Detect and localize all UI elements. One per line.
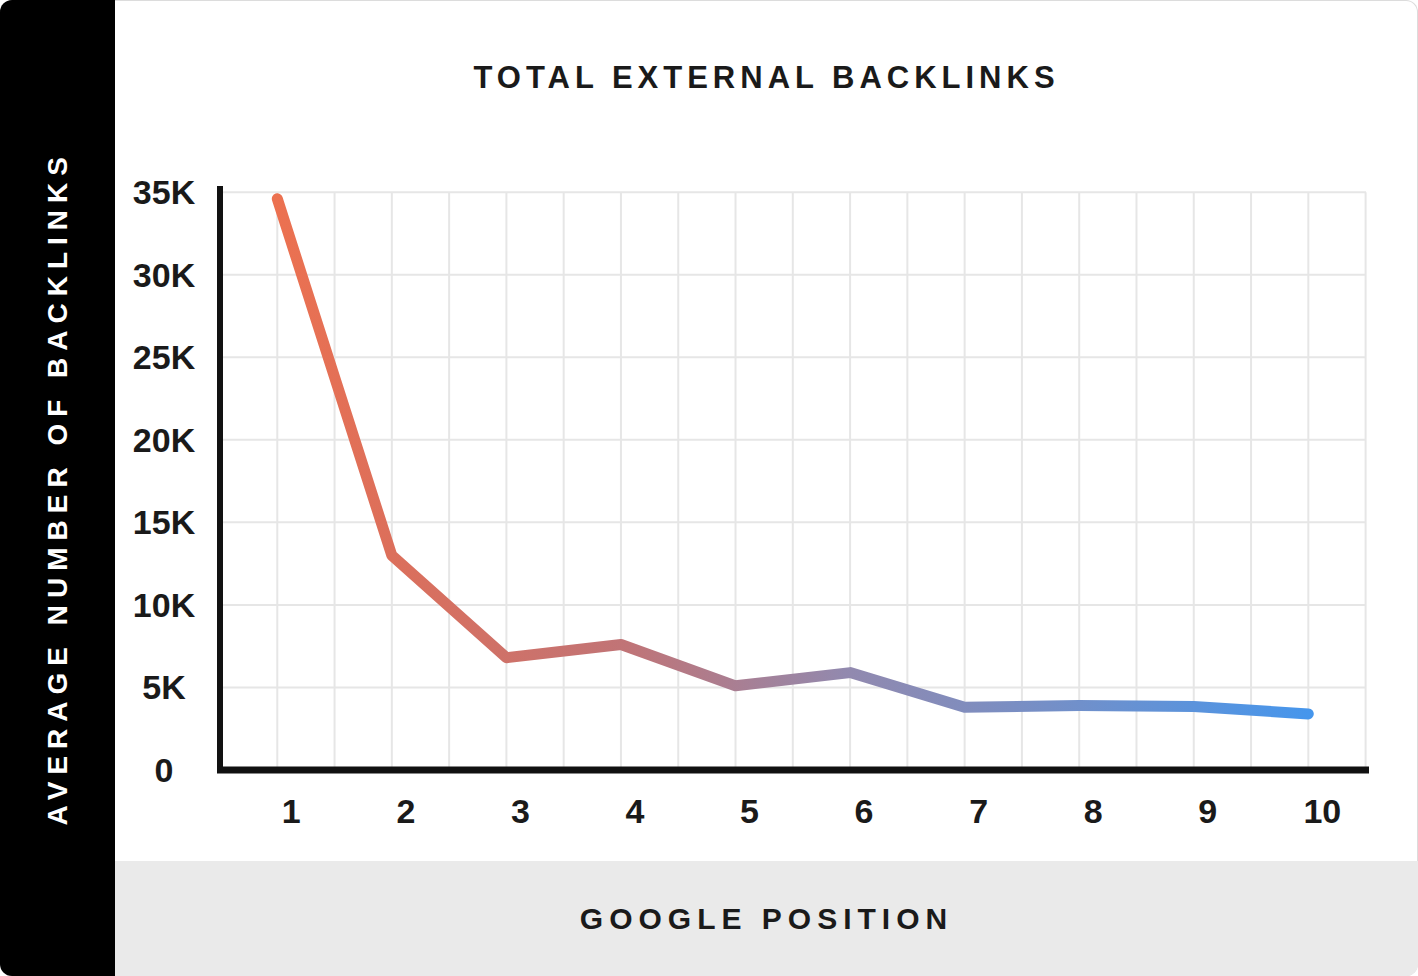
y-tick-label: 10K [133, 586, 196, 624]
x-axis-title-band: GOOGLE POSITION [115, 861, 1418, 976]
y-tick-label: 20K [133, 421, 196, 459]
x-tick-label: 6 [855, 792, 874, 830]
y-tick-label: 25K [133, 338, 196, 376]
x-tick-label: 2 [396, 792, 415, 830]
x-axis-title: GOOGLE POSITION [580, 902, 953, 936]
x-tick-labels: 1 2 3 4 5 6 7 8 9 10 [282, 792, 1341, 830]
y-tick-label: 5K [142, 668, 186, 706]
x-tick-label: 7 [969, 792, 988, 830]
y-tick-label: 35K [133, 173, 196, 211]
y-tick-label: 15K [133, 503, 196, 541]
y-tick-label: 0 [155, 751, 174, 789]
chart-card: AVERAGE NUMBER OF BACKLINKS TOTAL EXTERN… [0, 0, 1418, 976]
y-axis-title-bar: AVERAGE NUMBER OF BACKLINKS [0, 0, 115, 976]
x-tick-label: 1 [282, 792, 301, 830]
x-axis-line [217, 767, 1369, 774]
y-axis-line [217, 186, 223, 773]
y-tick-labels: 0 5K 10K 15K 20K 25K 30K 35K [133, 173, 196, 789]
x-tick-label: 8 [1084, 792, 1103, 830]
x-tick-label: 5 [740, 792, 759, 830]
chart-svg: 0 5K 10K 15K 20K 25K 30K 35K 1 2 3 4 5 6 7 8 9 10 [0, 0, 1418, 976]
x-tick-label: 10 [1303, 792, 1341, 830]
y-tick-label: 30K [133, 256, 196, 294]
x-tick-label: 9 [1198, 792, 1217, 830]
x-tick-label: 4 [625, 792, 644, 830]
x-tick-label: 3 [511, 792, 530, 830]
y-axis-title: AVERAGE NUMBER OF BACKLINKS [42, 150, 74, 825]
